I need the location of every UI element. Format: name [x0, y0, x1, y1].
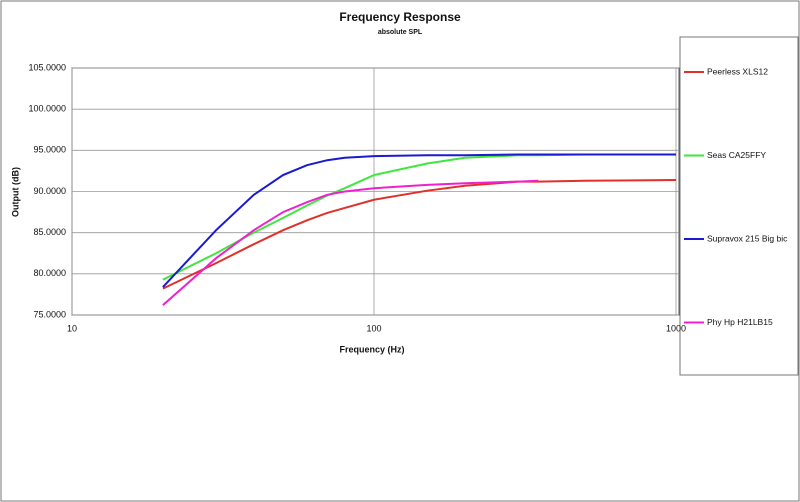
x-tick-label: 10 — [67, 323, 77, 333]
series-line — [162, 179, 539, 306]
y-tick-label: 105.0000 — [28, 62, 66, 72]
chart-subtitle: absolute SPL — [378, 29, 423, 36]
legend-label: Phy Hp H21LB15 — [707, 317, 773, 327]
x-tick-label: 1000 — [666, 323, 686, 333]
y-tick-label: 90.0000 — [33, 186, 66, 196]
series-line — [162, 153, 676, 288]
y-tick-label: 95.0000 — [33, 145, 66, 155]
y-tick-label: 75.0000 — [33, 309, 66, 319]
x-axis-label: Frequency (Hz) — [339, 344, 404, 354]
legend-label: Seas CA25FFY — [707, 150, 766, 160]
y-tick-label: 100.0000 — [28, 104, 66, 114]
x-tick-label: 100 — [366, 323, 381, 333]
legend-label: Peerless XLS12 — [707, 66, 768, 76]
legend-label: Supravox 215 Big bic — [707, 233, 788, 243]
y-tick-label: 85.0000 — [33, 227, 66, 237]
legend-box — [679, 36, 799, 376]
y-tick-label: 80.0000 — [33, 268, 66, 278]
y-axis-label: Output (dB) — [10, 167, 20, 217]
chart-title: Frequency Response — [339, 10, 461, 24]
